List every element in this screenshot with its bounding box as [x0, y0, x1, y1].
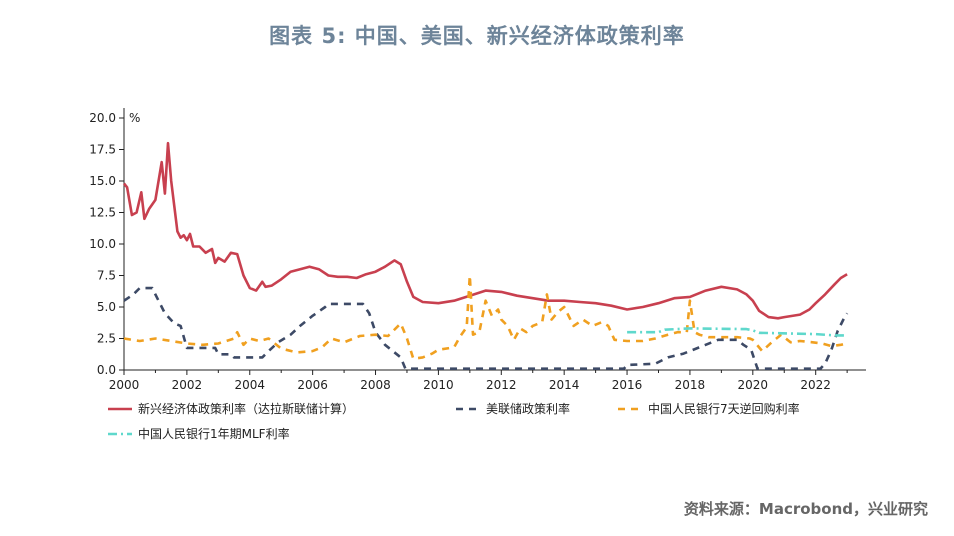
series-layer: [122, 141, 849, 370]
y-tick-label: 2.5: [97, 332, 116, 346]
legend-label-1: 新兴经济体政策利率（达拉斯联储计算）: [138, 401, 354, 416]
legend-label-4: 中国人民银行1年期MLF利率: [138, 426, 290, 441]
y-tick-label: 20.0: [89, 111, 116, 125]
chart-title: 图表 5: 中国、美国、新兴经济体政策利率: [269, 24, 685, 48]
y-tick-label: 10.0: [89, 237, 116, 251]
x-tick-label: 2016: [612, 378, 643, 392]
x-tick-label: 2006: [297, 378, 328, 392]
y-tick-label: 7.5: [97, 269, 116, 283]
chart-legend: 新兴经济体政策利率（达拉斯联储计算） 美联储政策利率 中国人民银行7天逆回购利率中国…: [108, 401, 800, 441]
x-tick-label: 2014: [549, 378, 580, 392]
chart-axes: 0.0 2.5 5.0 7.5 10.0 12.5 15.0 17.5 20.0 % 2000 200…: [89, 108, 866, 392]
x-tick-label: 2008: [360, 378, 391, 392]
series-line-3: [123, 274, 848, 360]
x-tick-label: 2018: [675, 378, 706, 392]
x-tick-label: 2022: [800, 378, 831, 392]
series-line-4: [627, 327, 848, 337]
series-line-1: [122, 141, 848, 320]
x-tick-label: 2020: [738, 378, 769, 392]
x-tick-label: 2010: [423, 378, 454, 392]
x-tick-label: 2002: [172, 378, 203, 392]
x-tick-label: 2004: [234, 378, 265, 392]
y-tick-label: 0.0: [97, 363, 116, 377]
legend-label-3: 中国人民银行7天逆回购利率: [648, 401, 800, 416]
legend-label-2: 美联储政策利率: [486, 401, 570, 416]
x-tick-label: 2000: [109, 378, 140, 392]
source-note: 资料来源：Macrobond，兴业研究: [683, 500, 928, 518]
y-tick-label: 12.5: [89, 206, 116, 220]
y-tick-label: 17.5: [89, 143, 116, 157]
y-axis-unit: %: [129, 111, 140, 125]
y-tick-label: 15.0: [89, 174, 116, 188]
y-tick-label: 5.0: [97, 300, 116, 314]
x-tick-label: 2012: [486, 378, 517, 392]
